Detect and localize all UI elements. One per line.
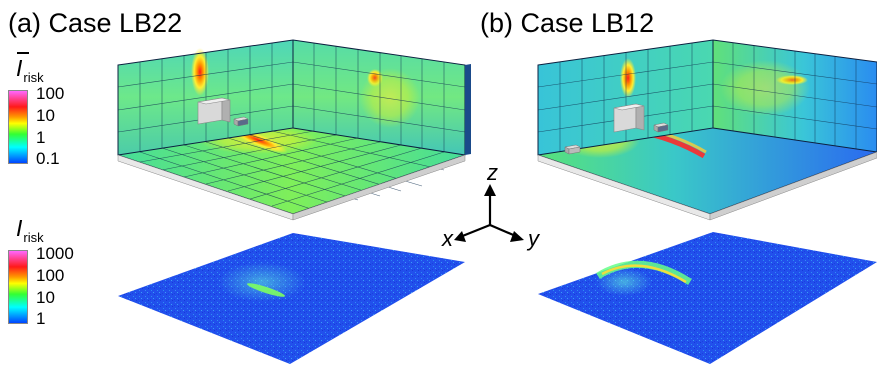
floor-plane-a-hotspot: [246, 283, 286, 297]
axis-triad: [454, 184, 524, 242]
colorbar-top-tick: 0.1: [36, 149, 60, 168]
colorbar-bottom-tick: 100: [36, 266, 65, 285]
colorbar-top-label: Irisk: [16, 52, 44, 85]
colorbar-bottom-label: Irisk: [16, 215, 44, 245]
room-a-hotspot: [191, 48, 209, 96]
colorbar-bottom-subscript: risk: [23, 230, 44, 245]
room-a-hotspot: [360, 68, 420, 128]
room-a-grid: [117, 43, 466, 211]
colorbar-top-symbol: I: [16, 55, 23, 81]
colorbar-bottom-gradient: [8, 250, 28, 324]
overbar-mark: [17, 52, 29, 54]
colorbar-top-tick: 100: [36, 84, 65, 103]
room-b-cube-small: [653, 122, 669, 133]
colorbar-top-tick: 1: [36, 128, 46, 147]
floor-plane-b-glow: [596, 268, 652, 296]
floor-plane-b: [538, 232, 877, 364]
colorbar-top-gradient: [8, 90, 28, 164]
colorbar-top-subscript: risk: [23, 70, 44, 85]
floor-plane-a-glow: [218, 262, 306, 302]
colorbar-bottom-tick: 10: [36, 288, 55, 307]
room-a-cube-small: [233, 116, 249, 127]
room-b-hotspot: [720, 60, 810, 116]
axis-x-label: x: [442, 226, 453, 251]
room-a-edge: [465, 64, 471, 155]
colorbar-bottom-symbol: I: [16, 215, 23, 241]
colorbar-top-tick: 10: [36, 106, 55, 125]
room-a-cube-large: [197, 97, 231, 125]
floor-plane-a: [118, 233, 465, 364]
room-a-edge: [292, 154, 466, 221]
axis-z-label: z: [487, 160, 498, 185]
room-b-cube-floor: [564, 144, 581, 155]
room-b-edge: [709, 151, 877, 221]
room-b-cube-large: [613, 103, 645, 133]
panel-a-title: (a) Case LB22: [8, 8, 183, 38]
panel-b-title: (b) Case LB12: [480, 8, 655, 38]
colorbar-bottom-tick: 1: [36, 309, 46, 328]
room-a-floor: [118, 128, 465, 214]
room-b-hotspot: [620, 58, 636, 98]
colorbar-bottom-tick: 1000: [36, 244, 74, 263]
axis-y-label: y: [528, 226, 539, 251]
room-b-grid: [537, 43, 877, 152]
